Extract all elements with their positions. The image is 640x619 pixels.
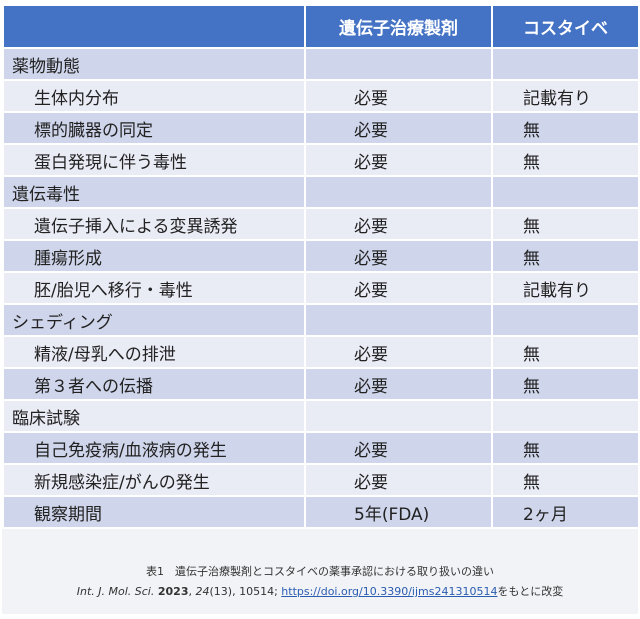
row-label: 遺伝子挿入による変異誘発 bbox=[2, 207, 306, 241]
caption-title: 表1 遺伝子治療製剤とコスタイベの薬事承認における取り扱いの違い bbox=[146, 565, 494, 578]
costaive-cell bbox=[491, 303, 640, 337]
table-row: 自己免疫病/血液病の発生 必要無 bbox=[2, 431, 640, 465]
costaive-cell bbox=[491, 175, 640, 209]
row-label: 蛋白発現に伴う毒性 bbox=[2, 143, 306, 177]
gene-therapy-cell: 必要 bbox=[304, 239, 493, 273]
costaive-cell: 2ヶ月 bbox=[491, 495, 640, 529]
table-row: 腫瘍形成 必要無 bbox=[2, 239, 640, 273]
row-label: 新規感染症/がんの発生 bbox=[2, 463, 306, 497]
gene-therapy-cell: 必要 bbox=[304, 431, 493, 465]
gene-therapy-cell: 必要 bbox=[304, 79, 493, 113]
costaive-cell: 無 bbox=[491, 111, 640, 145]
caption-suffix: をもとに改変 bbox=[497, 585, 564, 598]
costaive-cell bbox=[491, 399, 640, 433]
header-gene-therapy: 遺伝子治療製剤 bbox=[304, 4, 493, 49]
table-row: 遺伝子挿入による変異誘発 必要無 bbox=[2, 207, 640, 241]
table-row: 生体内分布 必要 記載有り bbox=[2, 79, 640, 113]
gene-therapy-cell: 必要 bbox=[304, 335, 493, 369]
table-row: 胚/胎児へ移行・毒性 必要 記載有り bbox=[2, 271, 640, 305]
caption-citation: Int. J. Mol. Sci. 2023, 24(13), 10514; h… bbox=[76, 585, 564, 598]
costaive-cell: 無 bbox=[491, 207, 640, 241]
costaive-cell: 無 bbox=[491, 463, 640, 497]
journal: Int. J. Mol. Sci. bbox=[76, 585, 155, 598]
gene-therapy-cell: 必要 bbox=[304, 367, 493, 401]
gene-therapy-cell bbox=[304, 399, 493, 433]
caption: 表1 遺伝子治療製剤とコスタイベの薬事承認における取り扱いの違い Int. J.… bbox=[2, 562, 638, 602]
row-label: 標的臓器の同定 bbox=[2, 111, 306, 145]
row-label: 観察期間 bbox=[2, 495, 306, 529]
header-costaive: コスタイベ bbox=[491, 4, 640, 49]
costaive-cell: 無 bbox=[491, 143, 640, 177]
table-row: 観察期間 5年(FDA) 2ヶ月 bbox=[2, 495, 640, 529]
category-row: 薬物動態 bbox=[2, 47, 640, 81]
row-label: 自己免疫病/血液病の発生 bbox=[2, 431, 306, 465]
category-row: 遺伝毒性 bbox=[2, 175, 640, 209]
gene-therapy-cell bbox=[304, 303, 493, 337]
gene-therapy-cell bbox=[304, 175, 493, 209]
volume: 24 bbox=[195, 585, 210, 598]
costaive-cell: 無 bbox=[491, 335, 640, 369]
table-row: 第３者への伝播 必要無 bbox=[2, 367, 640, 401]
row-label: 遺伝毒性 bbox=[2, 175, 306, 209]
table-row: 新規感染症/がんの発生 必要無 bbox=[2, 463, 640, 497]
table-row: 標的臓器の同定 必要無 bbox=[2, 111, 640, 145]
row-label: シェディング bbox=[2, 303, 306, 337]
costaive-cell bbox=[491, 47, 640, 81]
table-figure: 遺伝子治療製剤 コスタイベ 薬物動態 生体内分布 必要 記載有り 標的臓器の同定 必要無蛋… bbox=[2, 4, 640, 614]
row-label: 生体内分布 bbox=[2, 79, 306, 113]
category-row: シェディング bbox=[2, 303, 640, 337]
gene-therapy-cell: 必要 bbox=[304, 143, 493, 177]
table-row: 蛋白発現に伴う毒性 必要無 bbox=[2, 143, 640, 177]
issue-pages: (13), 10514; bbox=[209, 585, 282, 598]
gene-therapy-cell bbox=[304, 47, 493, 81]
year: 2023 bbox=[157, 585, 189, 598]
gene-therapy-cell: 必要 bbox=[304, 111, 493, 145]
costaive-cell: 無 bbox=[491, 239, 640, 273]
costaive-cell: 記載有り bbox=[491, 79, 640, 113]
doi-link[interactable]: https://doi.org/10.3390/ijms241310514 bbox=[281, 585, 498, 598]
gene-therapy-cell: 必要 bbox=[304, 463, 493, 497]
row-label: 臨床試験 bbox=[2, 399, 306, 433]
comparison-table: 遺伝子治療製剤 コスタイベ 薬物動態 生体内分布 必要 記載有り 標的臓器の同定 必要無蛋… bbox=[2, 4, 640, 529]
costaive-cell: 無 bbox=[491, 367, 640, 401]
row-label: 胚/胎児へ移行・毒性 bbox=[2, 271, 306, 305]
gene-therapy-cell: 必要 bbox=[304, 271, 493, 305]
gene-therapy-cell: 5年(FDA) bbox=[304, 495, 493, 529]
gene-therapy-cell: 必要 bbox=[304, 207, 493, 241]
costaive-cell: 記載有り bbox=[491, 271, 640, 305]
header-empty bbox=[2, 4, 306, 49]
row-label: 薬物動態 bbox=[2, 47, 306, 81]
header-row: 遺伝子治療製剤 コスタイベ bbox=[2, 4, 640, 49]
row-label: 精液/母乳への排泄 bbox=[2, 335, 306, 369]
costaive-cell: 無 bbox=[491, 431, 640, 465]
table-row: 精液/母乳への排泄 必要無 bbox=[2, 335, 640, 369]
row-label: 第３者への伝播 bbox=[2, 367, 306, 401]
row-label: 腫瘍形成 bbox=[2, 239, 306, 273]
category-row: 臨床試験 bbox=[2, 399, 640, 433]
